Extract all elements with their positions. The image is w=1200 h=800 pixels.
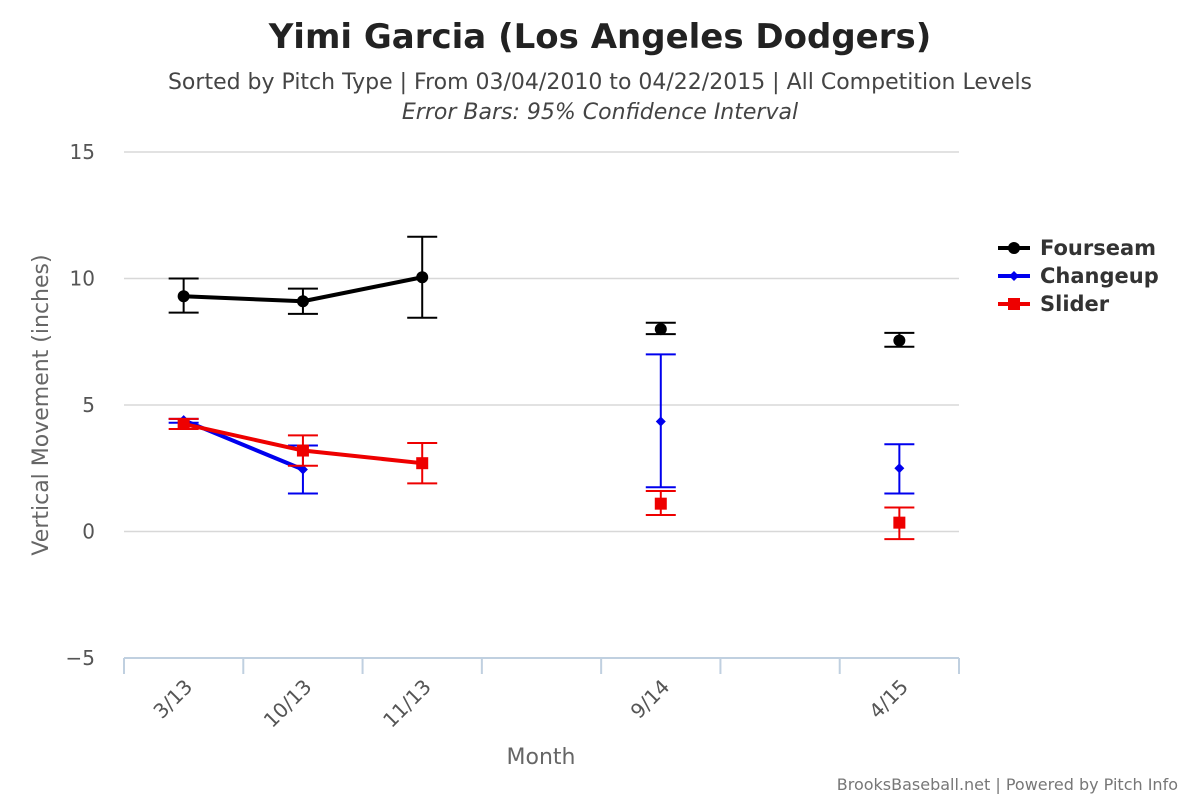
y-axis-ticks: −5 0 5 10 15: [66, 140, 95, 670]
series-line-segment: [300, 448, 425, 466]
legend-marker: [1008, 242, 1020, 254]
data-point-slider: [654, 497, 667, 510]
data-point-fourseam: [296, 295, 309, 308]
legend-item-fourseam[interactable]: Fourseam: [998, 236, 1156, 260]
legend-label: Slider: [1040, 292, 1110, 316]
data-point-slider: [296, 444, 309, 457]
y-tick-label: 5: [82, 393, 95, 417]
credit-text: BrooksBaseball.net | Powered by Pitch In…: [837, 775, 1178, 794]
series-line-segment: [300, 275, 425, 304]
series-line-segment: [181, 421, 305, 453]
data-point-changeup: [894, 463, 905, 474]
legend-marker: [1009, 271, 1019, 281]
legend-label: Fourseam: [1040, 236, 1156, 260]
series-line-segment: [181, 294, 305, 304]
y-axis-label: Vertical Movement (inches): [29, 254, 54, 555]
legend-label: Changeup: [1040, 264, 1159, 288]
y-tick-label: 15: [70, 140, 95, 164]
legend-marker: [1008, 298, 1020, 310]
data-point-slider: [177, 417, 190, 430]
legend-item-slider[interactable]: Slider: [998, 292, 1110, 316]
data-point-slider: [893, 516, 906, 529]
y-tick-label: 0: [82, 520, 95, 544]
data-point-fourseam: [416, 271, 429, 284]
data-point-slider: [416, 457, 429, 470]
data-point-fourseam: [893, 334, 906, 347]
x-tick-label: 9/14: [626, 675, 675, 724]
gridlines: [124, 151, 959, 533]
chart-subtitle-error-bars: Error Bars: 95% Confidence Interval: [402, 100, 798, 125]
x-tick-label: 11/13: [378, 675, 436, 733]
chart-subtitle: Sorted by Pitch Type | From 03/04/2010 t…: [168, 70, 1032, 95]
chart-title: Yimi Garcia (Los Angeles Dodgers): [268, 17, 932, 57]
series-slider: [168, 417, 915, 541]
y-tick-label: 10: [70, 267, 95, 291]
data-point-fourseam: [654, 323, 667, 336]
series-layer: [168, 235, 915, 541]
x-axis-label: Month: [507, 745, 576, 770]
legend-item-changeup[interactable]: Changeup: [998, 264, 1159, 288]
data-point-changeup: [655, 416, 666, 427]
legend[interactable]: Fourseam Changeup Slider: [998, 236, 1159, 316]
data-point-changeup: [297, 464, 308, 475]
series-changeup: [168, 353, 915, 495]
y-tick-label: −5: [66, 646, 95, 670]
x-tick-label: 4/15: [864, 675, 913, 724]
x-tick-label: 10/13: [259, 675, 317, 733]
data-point-fourseam: [177, 290, 190, 303]
x-axis: 3/13 10/13 11/13 9/14 4/15: [123, 657, 960, 733]
x-tick-label: 3/13: [148, 675, 197, 724]
series-fourseam: [168, 235, 915, 348]
